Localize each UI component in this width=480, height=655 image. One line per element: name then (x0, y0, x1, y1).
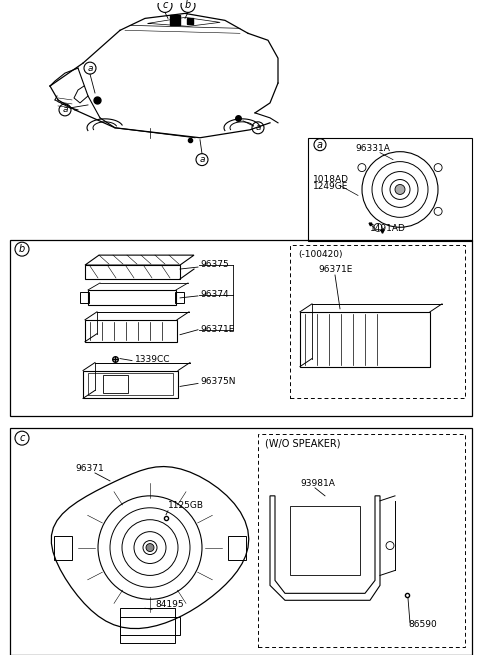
Text: b: b (19, 244, 25, 254)
Text: 93981A: 93981A (300, 479, 335, 488)
Text: c: c (19, 433, 24, 443)
Bar (80, 292, 89, 303)
Text: 1339CC: 1339CC (135, 354, 170, 364)
Text: c: c (162, 1, 168, 10)
Text: (-100420): (-100420) (298, 250, 343, 259)
Bar (290, 245, 465, 398)
Bar (258, 434, 465, 647)
Bar (83, 371, 178, 398)
Text: (W/O SPEAKER): (W/O SPEAKER) (265, 438, 340, 448)
Text: b: b (185, 1, 191, 10)
Text: 96371E: 96371E (318, 265, 352, 274)
Bar (85, 265, 180, 279)
Text: 1249GE: 1249GE (313, 183, 348, 191)
Circle shape (146, 544, 154, 552)
Text: 96375N: 96375N (200, 377, 236, 386)
Bar (54, 536, 72, 559)
Bar (10, 240, 472, 417)
Text: 96371: 96371 (75, 464, 104, 473)
Text: a: a (87, 64, 93, 73)
Text: 1018AD: 1018AD (313, 174, 349, 183)
Bar (120, 617, 180, 635)
Bar (85, 320, 177, 342)
Text: 96375: 96375 (200, 260, 229, 269)
Text: a: a (317, 140, 323, 150)
Text: a: a (199, 155, 205, 164)
Text: 1491AD: 1491AD (370, 224, 406, 233)
Bar (120, 608, 175, 643)
Text: 84195: 84195 (155, 600, 184, 609)
Bar (228, 536, 246, 559)
Bar (10, 428, 472, 655)
Text: a: a (62, 105, 68, 115)
Bar (308, 138, 472, 241)
Text: 86590: 86590 (408, 620, 437, 629)
Text: 96371E: 96371E (200, 325, 234, 333)
Text: a: a (255, 123, 261, 132)
Bar (88, 290, 176, 305)
Text: 1125GB: 1125GB (168, 501, 204, 510)
Bar (300, 312, 430, 367)
Bar (103, 375, 128, 394)
Bar (175, 292, 184, 303)
Circle shape (395, 185, 405, 195)
Text: 96331A: 96331A (355, 143, 390, 153)
Text: 96374: 96374 (200, 290, 228, 299)
Bar (88, 373, 173, 396)
